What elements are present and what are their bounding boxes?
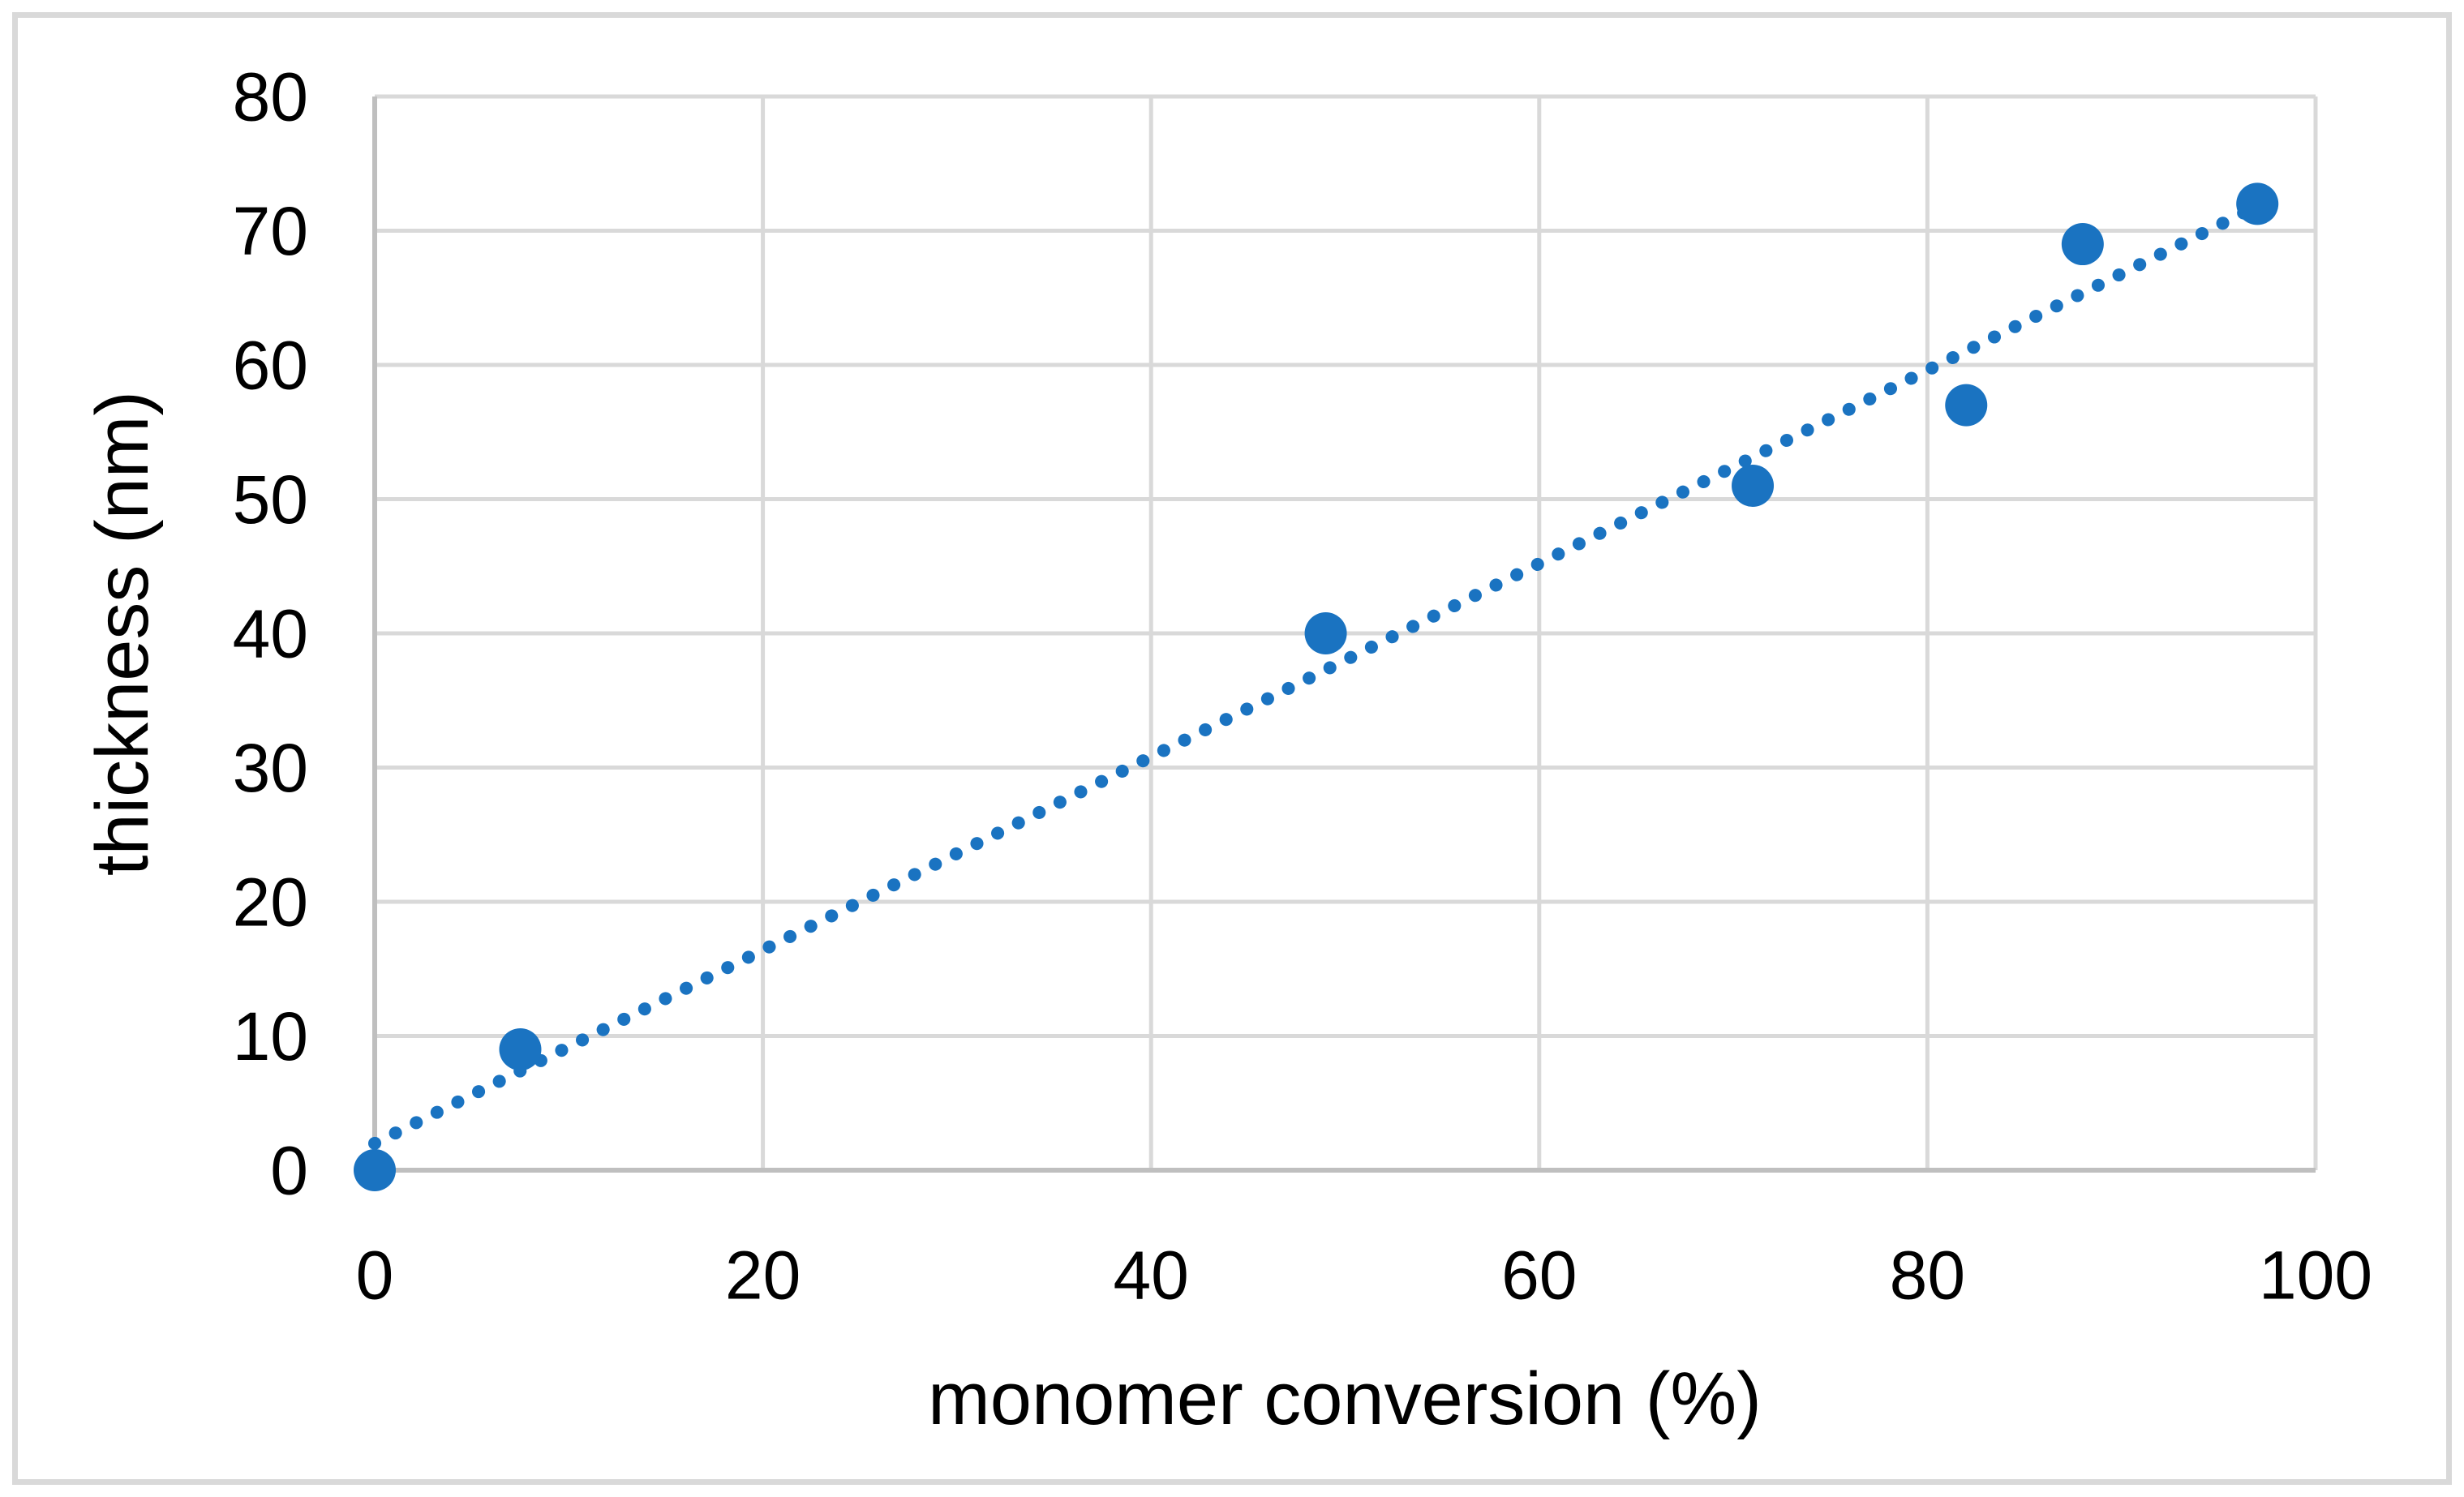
data-point <box>2236 182 2279 225</box>
y-tick-label: 30 <box>233 730 308 806</box>
figure-border <box>12 12 2452 1485</box>
y-tick-label: 0 <box>270 1132 308 1208</box>
data-points <box>354 182 2279 1191</box>
y-tick-label: 70 <box>233 193 308 269</box>
trendline <box>368 199 2264 1150</box>
x-tick-label: 40 <box>1113 1237 1188 1313</box>
y-axis-title: thickness (nm) <box>81 391 164 876</box>
y-tick-label: 80 <box>233 58 308 135</box>
x-tick-label: 60 <box>1501 1237 1577 1313</box>
trendline-group <box>368 199 2264 1150</box>
x-tick-label: 80 <box>1890 1237 1965 1313</box>
y-tick-label: 50 <box>233 461 308 538</box>
data-point <box>1732 464 1775 507</box>
y-tick-label: 40 <box>233 595 308 671</box>
y-tick-label: 10 <box>233 998 308 1074</box>
x-tick-label: 100 <box>2259 1237 2372 1313</box>
x-tick-label: 20 <box>725 1237 801 1313</box>
data-point <box>1304 612 1347 654</box>
y-tick-label: 20 <box>233 864 308 940</box>
data-point <box>499 1028 542 1071</box>
data-point <box>2061 223 2104 266</box>
y-tick-label: 60 <box>233 327 308 403</box>
axis-lines <box>372 97 2316 1173</box>
x-tick-label: 0 <box>356 1237 394 1313</box>
data-point <box>354 1149 396 1191</box>
tick-labels: 0 20 40 60 80 100 0 10 20 30 40 50 60 70 80 <box>233 58 2373 1313</box>
data-point <box>1945 384 1988 427</box>
x-axis-title: monomer conversion (%) <box>928 1358 1762 1440</box>
